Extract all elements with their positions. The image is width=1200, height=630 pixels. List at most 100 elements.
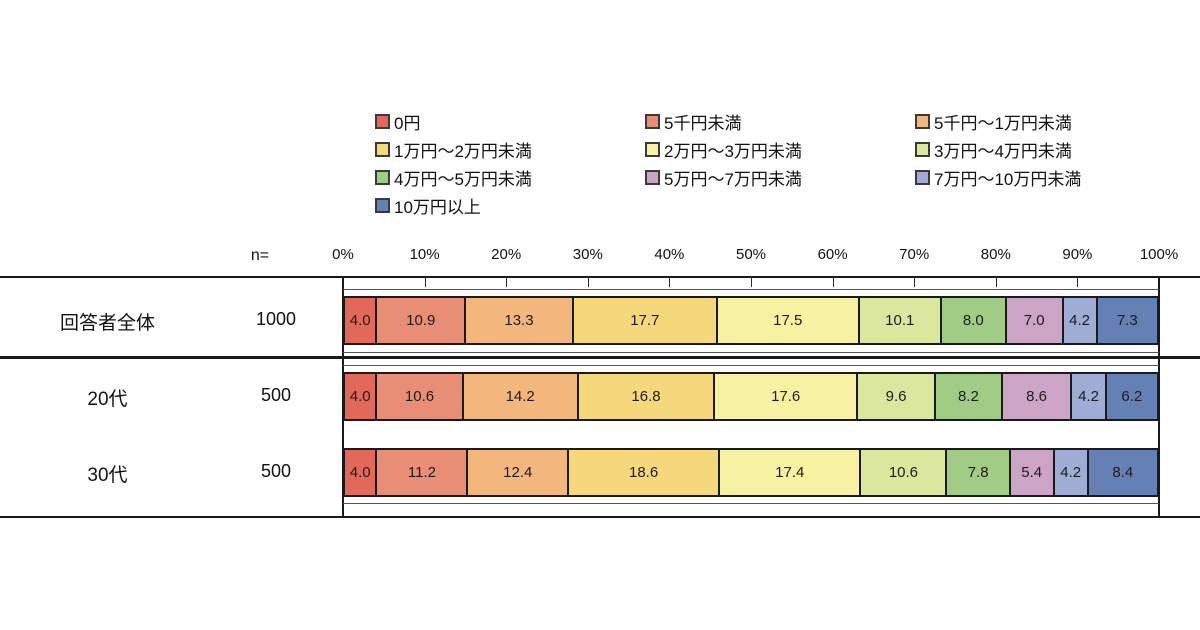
row-label: 20代	[87, 389, 128, 410]
segment-value: 5.4	[1021, 464, 1043, 481]
legend-swatch-icon	[375, 170, 390, 185]
bar-segment: 10.1	[859, 298, 942, 343]
bar-row: 4.0 10.9 13.3 17.7 17.5 10.1 8.0 7.0 4.2 7.3	[343, 296, 1159, 345]
segment-value: 4.0	[349, 388, 371, 405]
legend-label: 3万円～4万円未満	[934, 142, 1072, 161]
legend-label: 5万円～7万円未満	[664, 170, 802, 189]
bar-segment: 4.2	[1072, 374, 1107, 419]
segment-value: 4.2	[1060, 464, 1082, 481]
bar-segment: 10.6	[377, 374, 464, 419]
bar-segment: 17.5	[717, 298, 860, 343]
legend-item: 4万円～5万円未満	[375, 168, 645, 189]
legend-item: 5千円未満	[645, 112, 915, 133]
row-n-value: 500	[260, 461, 292, 481]
segment-value: 8.2	[957, 388, 979, 405]
segment-value: 10.1	[885, 312, 915, 329]
bar-segment: 4.2	[1054, 450, 1089, 495]
n-equals-header: n=	[250, 247, 270, 264]
plot-area-border	[343, 503, 1159, 504]
bar-segment: 4.0	[345, 298, 378, 343]
axis-tick-label: 100%	[1139, 246, 1179, 263]
segment-value: 7.0	[1023, 312, 1045, 329]
legend-label: 1万円～2万円未満	[394, 142, 532, 161]
axis-tick-label: 80%	[980, 246, 1011, 263]
bar-segment: 10.6	[861, 450, 948, 495]
legend-swatch-icon	[915, 114, 930, 129]
axis-tick-mark	[506, 278, 508, 287]
axis-tick-label: 10%	[409, 246, 440, 263]
axis-tick-mark	[587, 278, 589, 287]
plot-area-border	[343, 289, 1159, 290]
plot-area-border	[343, 352, 1159, 353]
axis-tick-label: 50%	[735, 246, 767, 263]
segment-value: 7.8	[967, 464, 989, 481]
row-n-value: 1000	[255, 309, 297, 329]
legend-label: 5千円～1万円未満	[934, 114, 1072, 133]
legend-swatch-icon	[375, 142, 390, 157]
bar-segment: 16.8	[578, 374, 716, 419]
bar-segment: 4.0	[345, 374, 378, 419]
bar-segment: 7.8	[947, 450, 1011, 495]
axis-tick-mark	[914, 278, 916, 287]
segment-value: 17.7	[630, 312, 660, 329]
segment-value: 4.2	[1069, 312, 1091, 329]
segment-value: 16.8	[631, 388, 661, 405]
segment-value: 4.0	[349, 312, 371, 329]
plot-area-border	[343, 365, 1159, 366]
segment-value: 8.6	[1026, 388, 1047, 405]
bar-segment: 8.0	[941, 298, 1007, 343]
legend-item: 2万円～3万円未満	[645, 140, 915, 161]
legend-label: 10万円以上	[394, 198, 481, 217]
legend-swatch-icon	[645, 170, 660, 185]
legend-item: 3万円～4万円未満	[915, 140, 1185, 161]
axis-tick-label: 20%	[491, 246, 522, 263]
bar-segment: 11.2	[377, 450, 469, 495]
bar-segment: 10.9	[377, 298, 466, 343]
bar-segment: 7.0	[1006, 298, 1064, 343]
bar-row: 4.0 11.2 12.4 18.6 17.4 10.6 7.8 5.4 4.2 8.4	[343, 448, 1159, 497]
segment-value: 12.4	[503, 464, 533, 481]
legend-swatch-icon	[375, 198, 390, 213]
bar-segment: 9.6	[858, 374, 937, 419]
axis-tick-mark	[424, 278, 426, 287]
bar-segment: 8.4	[1088, 450, 1157, 495]
segment-value: 14.2	[505, 388, 535, 405]
segment-value: 10.6	[888, 464, 919, 481]
table-border-bottom	[0, 516, 1200, 518]
legend-swatch-icon	[645, 114, 660, 129]
bar-segment: 4.0	[345, 450, 378, 495]
legend-swatch-icon	[645, 142, 660, 157]
legend-label: 5千円未満	[664, 114, 742, 133]
bar-segment: 8.6	[1002, 374, 1073, 419]
segment-value: 8.0	[962, 312, 984, 329]
plot-right-border	[1158, 276, 1160, 518]
legend-swatch-icon	[915, 142, 930, 157]
segment-value: 13.3	[504, 312, 534, 329]
segment-value: 6.2	[1121, 388, 1143, 405]
legend-swatch-icon	[915, 170, 930, 185]
legend-item: 7万円～10万円未満	[915, 168, 1185, 189]
segment-value: 8.4	[1112, 464, 1134, 481]
bar-segment: 5.4	[1010, 450, 1055, 495]
segment-value: 17.4	[775, 464, 805, 481]
bar-segment: 17.4	[720, 450, 862, 495]
axis-tick-label: 30%	[572, 246, 603, 263]
bar-segment: 7.3	[1097, 298, 1157, 343]
segment-value: 17.6	[771, 388, 801, 405]
row-label: 回答者全体	[59, 313, 155, 334]
legend-item: 5万円～7万円未満	[645, 168, 915, 189]
axis-tick-mark	[832, 278, 834, 287]
bar-segment: 13.3	[465, 298, 574, 343]
segment-value: 11.2	[407, 464, 436, 481]
legend-label: 4万円～5万円未満	[394, 170, 532, 189]
table-border-top	[0, 276, 1200, 278]
legend-swatch-icon	[375, 114, 390, 129]
legend-item: 1万円～2万円未満	[375, 140, 645, 161]
legend-item: 10万円以上	[375, 196, 645, 217]
segment-value: 4.2	[1078, 388, 1099, 405]
bar-row: 4.0 10.6 14.2 16.8 17.6 9.6 8.2 8.6 4.2 6.2	[343, 372, 1159, 421]
axis-tick-mark	[995, 278, 997, 287]
segment-value: 10.6	[404, 388, 435, 405]
axis-tick-label: 0%	[332, 246, 354, 263]
